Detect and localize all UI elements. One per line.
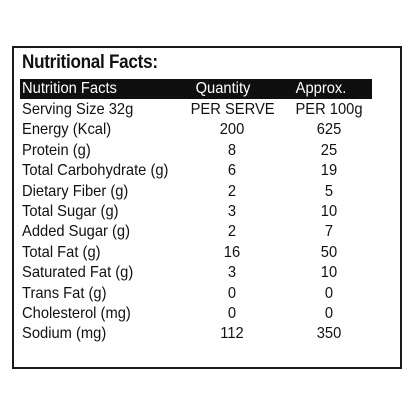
table-row: Added Sugar (g) 2 7 <box>22 222 372 242</box>
row-approx: 7 <box>324 223 334 241</box>
row-label: Added Sugar (g) <box>22 223 131 241</box>
row-label: Saturated Fat (g) <box>22 264 134 282</box>
row-quantity: 200 <box>219 121 245 139</box>
header-quantity: Quantity <box>195 80 251 97</box>
row-approx: 50 <box>320 243 338 261</box>
row-approx: 25 <box>320 141 338 159</box>
table-header: Nutrition Facts Quantity Approx. <box>20 79 372 99</box>
table-row: Dietary Fiber (g) 2 5 <box>22 182 372 202</box>
panel-title: Nutritional Facts: <box>22 52 158 73</box>
table-row: Total Carbohydrate (g) 6 19 <box>22 161 372 181</box>
row-approx: 0 <box>324 304 334 322</box>
row-approx: 625 <box>316 121 342 139</box>
row-approx: 10 <box>320 202 338 220</box>
nutrition-facts-panel: Nutritional Facts: Nutrition Facts Quant… <box>12 46 402 369</box>
row-quantity: PER SERVE <box>190 101 275 118</box>
table-row: Serving Size 32g PER SERVE PER 100g <box>22 100 372 120</box>
row-approx: 19 <box>320 162 338 180</box>
table-row: Cholesterol (mg) 0 0 <box>22 304 372 324</box>
row-label: Protein (g) <box>22 141 91 159</box>
row-quantity: 3 <box>227 264 237 282</box>
row-quantity: 3 <box>227 202 237 220</box>
row-approx: PER 100g <box>295 101 363 118</box>
row-label: Dietary Fiber (g) <box>22 182 129 200</box>
row-quantity: 2 <box>227 182 237 200</box>
row-label: Cholesterol (mg) <box>22 304 131 322</box>
row-label: Energy (Kcal) <box>22 121 112 139</box>
row-label: Trans Fat (g) <box>22 284 107 302</box>
row-label: Total Fat (g) <box>22 243 101 261</box>
table-row: Energy (Kcal) 200 625 <box>22 120 372 140</box>
row-quantity: 0 <box>227 284 237 302</box>
row-approx: 5 <box>324 182 334 200</box>
row-quantity: 0 <box>227 304 237 322</box>
table-row: Protein (g) 8 25 <box>22 141 372 161</box>
row-quantity: 6 <box>227 162 237 180</box>
nutrition-table-body: Serving Size 32g PER SERVE PER 100g Ener… <box>22 100 372 345</box>
row-label: Sodium (mg) <box>22 325 107 343</box>
table-row: Saturated Fat (g) 3 10 <box>22 263 372 283</box>
row-approx: 10 <box>320 264 338 282</box>
row-quantity: 8 <box>227 141 237 159</box>
table-row: Total Sugar (g) 3 10 <box>22 202 372 222</box>
row-approx: 350 <box>316 325 342 343</box>
row-quantity: 2 <box>227 223 237 241</box>
row-quantity: 16 <box>223 243 241 261</box>
header-nutrition-facts: Nutrition Facts <box>22 80 117 97</box>
row-quantity: 112 <box>220 325 244 343</box>
row-label: Total Sugar (g) <box>22 202 119 220</box>
row-label: Total Carbohydrate (g) <box>22 162 169 180</box>
row-label: Serving Size 32g <box>22 101 134 118</box>
row-approx: 0 <box>324 284 334 302</box>
table-row: Total Fat (g) 16 50 <box>22 243 372 263</box>
header-approx: Approx. <box>295 80 347 97</box>
table-row: Sodium (mg) 112 350 <box>22 324 372 344</box>
table-row: Trans Fat (g) 0 0 <box>22 284 372 304</box>
